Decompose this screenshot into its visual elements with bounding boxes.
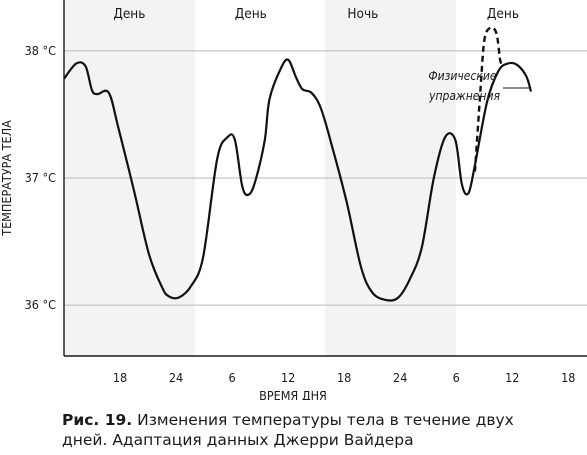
figure-number: Рис. 19.: [62, 411, 133, 429]
band-label: День: [235, 6, 267, 22]
x-tick-label: 12: [281, 370, 295, 385]
y-tick-label: 37 °C: [25, 170, 56, 185]
caption-text: Изменения температуры тела в течение дву…: [62, 411, 514, 449]
x-tick-label: 18: [113, 370, 127, 385]
y-tick-label: 38 °C: [25, 43, 56, 58]
band-label: День: [487, 6, 519, 22]
y-axis-label: ТЕМПЕРАТУРА ТЕЛА: [0, 120, 14, 237]
y-tick-label: 36 °C: [25, 297, 56, 312]
temperature-line: [63, 58, 533, 302]
x-axis-label: ВРЕМЯ ДНЯ: [259, 388, 327, 400]
x-tick-label: 18: [337, 370, 351, 385]
x-tick-label: 18: [561, 370, 575, 385]
x-tick-label: 6: [229, 370, 236, 385]
exercise-line: [473, 26, 505, 172]
annotation-label: Физические упражнения: [428, 69, 500, 103]
x-tick-label: 24: [393, 370, 407, 385]
x-tick-label: 12: [505, 370, 519, 385]
x-tick-label: 6: [453, 370, 460, 385]
x-tick-label: 24: [169, 370, 183, 385]
band-label: Ночь: [347, 6, 378, 22]
band-label: День: [113, 6, 145, 22]
figure-caption: Рис. 19. Изменения температуры тела в те…: [62, 410, 562, 450]
temperature-chart: 38 °C 37 °C 36 °C 18 24 6 12 18 24 6 12 18 День Ден…: [0, 0, 587, 400]
